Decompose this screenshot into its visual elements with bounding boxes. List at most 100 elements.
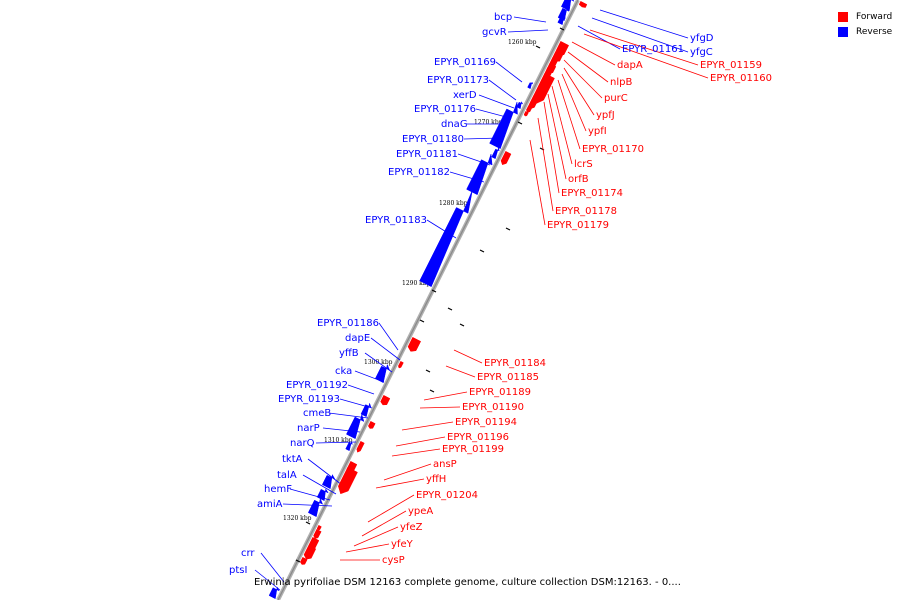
forward-feature-37[interactable] (303, 544, 317, 560)
gene-label-ypeA[interactable]: ypeA (408, 506, 433, 517)
forward-feature-17[interactable] (500, 150, 512, 166)
forward-feature-23[interactable] (380, 394, 391, 406)
tick-dash-13 (305, 521, 311, 525)
forward-feature-26[interactable] (368, 420, 376, 429)
leader-lines (254, 9, 709, 591)
leader-EPYR_01169 (495, 61, 523, 83)
gene-label-gcvR[interactable]: gcvR (482, 27, 507, 38)
gene-label-lcrS[interactable]: lcrS (574, 159, 593, 170)
leader-bcp (513, 16, 547, 23)
gene-label-EPYR_01194[interactable]: EPYR_01194 (455, 417, 517, 428)
gene-label-xerD[interactable]: xerD (453, 90, 477, 101)
gene-label-yffH[interactable]: yffH (426, 474, 446, 485)
gene-label-EPYR_01182[interactable]: EPYR_01182 (388, 167, 450, 178)
gene-label-ansP[interactable]: ansP (433, 459, 457, 470)
forward-feature-3[interactable] (578, 0, 588, 8)
gene-label-EPYR_01180[interactable]: EPYR_01180 (402, 134, 464, 145)
gene-label-dapE[interactable]: dapE (345, 333, 370, 344)
gene-label-EPYR_01204[interactable]: EPYR_01204 (416, 490, 478, 501)
leader-EPYR_01173 (488, 79, 517, 101)
leader-dapA (571, 41, 616, 66)
leader-yfgC (591, 17, 689, 53)
gene-label-cysP[interactable]: cysP (382, 555, 405, 566)
tick-dash-6 (479, 249, 485, 253)
reverse-feature-28[interactable] (345, 440, 353, 452)
gene-label-ptsI[interactable]: ptsI (229, 565, 247, 576)
gene-label-EPYR_01185[interactable]: EPYR_01185 (477, 372, 539, 383)
gene-label-EPYR_01184[interactable]: EPYR_01184 (484, 358, 546, 369)
gene-label-tktA[interactable]: tktA (282, 454, 303, 465)
leader-gcvR (507, 29, 549, 33)
gene-label-nlpB[interactable]: nlpB (610, 77, 632, 88)
forward-feature-30[interactable] (338, 466, 358, 495)
forward-feature-10[interactable] (528, 94, 540, 110)
reverse-feature-32[interactable] (316, 488, 329, 502)
gene-label-purC[interactable]: purC (604, 93, 628, 104)
gene-label-EPYR_01183[interactable]: EPYR_01183 (365, 215, 427, 226)
forward-feature-20[interactable] (407, 336, 422, 352)
reverse-feature-25[interactable] (346, 413, 365, 440)
leader-EPYR_01189 (423, 391, 468, 401)
gene-label-dapA[interactable]: dapA (617, 60, 643, 71)
gene-label-ypfI[interactable]: ypfI (588, 126, 607, 137)
gene-label-EPYR_01179[interactable]: EPYR_01179 (547, 220, 609, 231)
forward-feature-12[interactable] (523, 110, 529, 117)
gene-label-narQ[interactable]: narQ (290, 438, 315, 449)
forward-feature-27[interactable] (356, 440, 365, 453)
gene-label-cka[interactable]: cka (335, 366, 352, 377)
gene-label-bcp[interactable]: bcp (494, 12, 512, 23)
forward-feature-9[interactable] (533, 72, 555, 105)
gene-label-yffB[interactable]: yffB (339, 348, 359, 359)
reverse-feature-0[interactable] (560, 0, 575, 12)
gene-label-narP[interactable]: narP (297, 423, 320, 434)
reverse-feature-14[interactable] (516, 101, 524, 110)
gene-label-orfB[interactable]: orfB (568, 174, 589, 185)
gene-label-EPYR_01178[interactable]: EPYR_01178 (555, 206, 617, 217)
gene-label-talA[interactable]: talA (277, 470, 297, 481)
gene-label-dnaG[interactable]: dnaG (441, 119, 468, 130)
gene-label-EPYR_01170[interactable]: EPYR_01170 (582, 144, 644, 155)
gene-label-EPYR_01193[interactable]: EPYR_01193 (278, 394, 340, 405)
gene-label-yfgC[interactable]: yfgC (690, 47, 713, 58)
reverse-feature-31[interactable] (321, 473, 336, 490)
reverse-feature-2[interactable] (557, 14, 566, 26)
gene-label-amiA[interactable]: amiA (257, 499, 283, 510)
reverse-feature-13[interactable] (527, 81, 534, 90)
gene-label-EPYR_01199[interactable]: EPYR_01199 (442, 444, 504, 455)
gene-label-yfeZ[interactable]: yfeZ (400, 522, 423, 533)
gene-label-EPYR_01196[interactable]: EPYR_01196 (447, 432, 509, 443)
reverse-feature-15[interactable] (489, 101, 518, 150)
reverse-feature-16[interactable] (491, 146, 500, 160)
reverse-feature-18[interactable] (466, 153, 493, 196)
gene-label-cmeB[interactable]: cmeB (303, 408, 331, 419)
gene-label-EPYR_01159[interactable]: EPYR_01159 (700, 60, 762, 71)
forward-feature-38[interactable] (300, 556, 308, 565)
gene-label-EPYR_01160[interactable]: EPYR_01160 (710, 73, 772, 84)
gene-label-yfgD[interactable]: yfgD (690, 33, 714, 44)
gene-label-EPYR_01161[interactable]: EPYR_01161 (622, 44, 684, 55)
gene-label-yfeY[interactable]: yfeY (391, 539, 414, 550)
forward-feature-35[interactable] (313, 528, 322, 539)
gene-label-ypfJ[interactable]: ypfJ (596, 110, 615, 121)
leader-EPYR_01204 (367, 494, 415, 523)
gene-label-EPYR_01176[interactable]: EPYR_01176 (414, 104, 476, 115)
reverse-feature-33[interactable] (307, 497, 324, 518)
gene-label-EPYR_01169[interactable]: EPYR_01169 (434, 57, 496, 68)
reverse-feature-24[interactable] (360, 402, 372, 418)
leader-ansP (383, 463, 432, 481)
gene-label-crr[interactable]: crr (241, 548, 255, 559)
forward-feature-21[interactable] (398, 360, 404, 369)
gene-label-EPYR_01173[interactable]: EPYR_01173 (427, 75, 489, 86)
reverse-feature-22[interactable] (374, 363, 391, 384)
gene-label-EPYR_01192[interactable]: EPYR_01192 (286, 380, 348, 391)
forward-feature-34[interactable] (316, 524, 322, 531)
forward-feature-11[interactable] (526, 104, 533, 113)
gene-label-hemF[interactable]: hemF (264, 484, 292, 495)
gene-label-EPYR_01190[interactable]: EPYR_01190 (462, 402, 524, 413)
gene-label-EPYR_01174[interactable]: EPYR_01174 (561, 188, 623, 199)
reverse-feature-19[interactable] (419, 189, 473, 288)
reverse-feature-39[interactable] (268, 586, 280, 600)
gene-label-EPYR_01186[interactable]: EPYR_01186 (317, 318, 379, 329)
gene-label-EPYR_01181[interactable]: EPYR_01181 (396, 149, 458, 160)
gene-label-EPYR_01189[interactable]: EPYR_01189 (469, 387, 531, 398)
